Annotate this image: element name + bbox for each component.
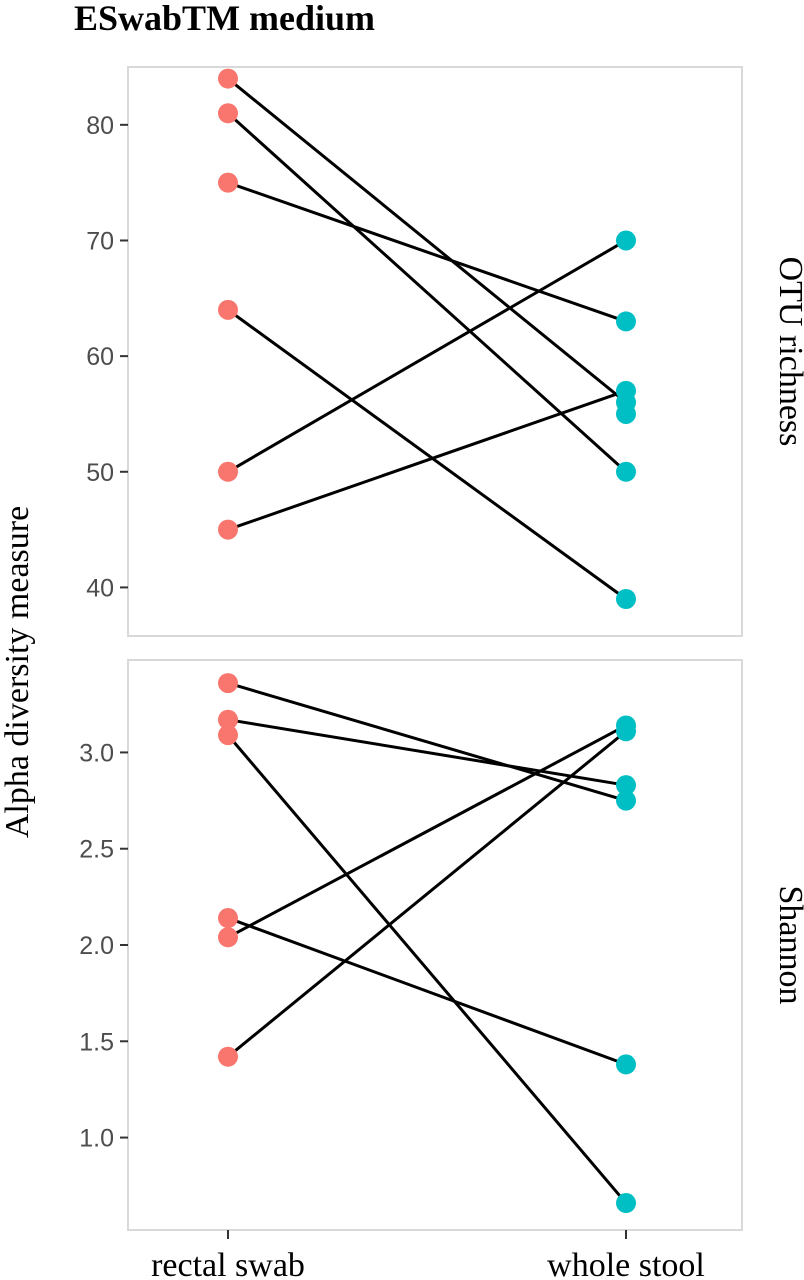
point-whole-stool [616, 461, 636, 482]
pair-line [227, 916, 627, 1066]
point-rectal-swab [218, 927, 238, 948]
point-whole-stool [616, 775, 636, 796]
y-tick-label: 3.0 [79, 739, 114, 767]
y-tick-label: 70 [86, 227, 114, 255]
pair-line [227, 724, 627, 939]
point-rectal-swab [218, 68, 238, 89]
panel-otu-richness: 40 50 60 70 80 [86, 66, 743, 637]
point-rectal-swab [218, 725, 238, 746]
point-whole-stool [616, 403, 636, 424]
pair-line [226, 734, 628, 1205]
pair-line [227, 77, 627, 404]
y-axis-title: Alpha diversity measure [0, 506, 36, 838]
y-tick-label: 1.0 [79, 1125, 114, 1153]
y-tick-label: 80 [86, 112, 114, 140]
point-whole-stool [616, 1193, 636, 1214]
point-rectal-swab [218, 172, 238, 193]
pair-line [227, 308, 627, 601]
strip-label-shannon: Shannon [772, 886, 804, 1005]
x-tick-label-whole-stool: whole stool [547, 1247, 705, 1280]
pair-line [227, 730, 627, 1058]
point-whole-stool [616, 380, 636, 401]
chart-title: ESwabTM medium [74, 0, 375, 38]
y-tick-label: 2.5 [79, 836, 114, 864]
panels: 40 50 60 70 80 OTU richness 1.0 1.5 2.0 2.5 3.0 Sha… [79, 66, 804, 1231]
pair-line [227, 389, 627, 532]
panel-shannon: 1.0 1.5 2.0 2.5 3.0 [79, 659, 743, 1231]
point-whole-stool [616, 790, 636, 811]
point-whole-stool [616, 230, 636, 251]
y-tick-label: 50 [86, 459, 114, 487]
point-rectal-swab [218, 103, 238, 124]
point-whole-stool [616, 588, 636, 609]
x-axis: rectal swab whole stool [151, 1230, 705, 1280]
y-tick-label: 1.5 [79, 1028, 114, 1056]
point-whole-stool [616, 1054, 636, 1075]
strip-label-otu-richness: OTU richness [772, 257, 804, 447]
pair-line [226, 112, 628, 473]
y-tick-label: 60 [86, 343, 114, 371]
pair-line [227, 718, 627, 787]
point-rectal-swab [218, 461, 238, 482]
y-tick-label: 40 [86, 574, 114, 602]
y-tick-label: 2.0 [79, 932, 114, 960]
point-rectal-swab [218, 908, 238, 929]
pair-line [227, 239, 627, 474]
point-whole-stool [616, 721, 636, 742]
point-rectal-swab [218, 673, 238, 694]
point-whole-stool [616, 311, 636, 332]
point-rectal-swab [218, 519, 238, 540]
x-tick-label-rectal-swab: rectal swab [151, 1247, 305, 1280]
point-rectal-swab [218, 709, 238, 730]
point-rectal-swab [218, 299, 238, 320]
pair-line [227, 181, 627, 323]
pair-line [227, 681, 627, 803]
point-rectal-swab [218, 1046, 238, 1067]
